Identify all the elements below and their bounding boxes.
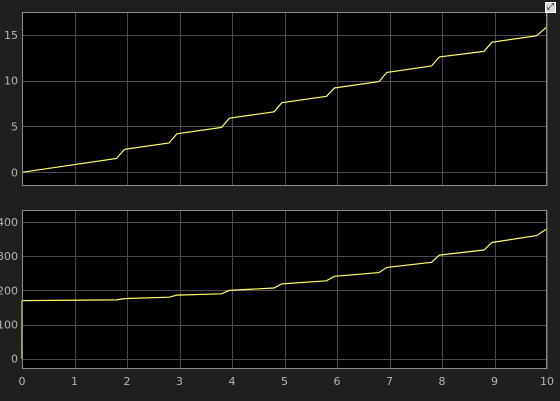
x-tick-label: 5 (281, 375, 288, 388)
axes-border (22, 12, 547, 186)
y-tick-label: 10 (4, 75, 18, 88)
y-tick-label: 400 (0, 216, 18, 229)
axes-panel-2: 0 100 200 300 400 0 1 2 3 4 5 6 7 8 9 10 (0, 210, 554, 388)
x-tick-label: 9 (491, 375, 498, 388)
y-tick-label: 300 (0, 250, 18, 263)
y-tick-label: 15 (4, 29, 18, 42)
axes-panel-1: 0 5 10 15 (4, 12, 548, 186)
restore-icon[interactable]: ⤢ (545, 2, 556, 13)
y-tick-label: 200 (0, 284, 18, 297)
y-tick-label: 100 (0, 319, 18, 332)
axes-border (22, 210, 547, 369)
y-tick-label: 5 (11, 120, 18, 133)
y-tick-label: 0 (11, 166, 18, 179)
x-tick-label: 10 (540, 375, 554, 388)
x-tick-label: 8 (439, 375, 446, 388)
x-tick-label: 7 (386, 375, 393, 388)
x-tick-label: 0 (19, 375, 26, 388)
x-tick-label: 4 (229, 375, 236, 388)
series-line-1 (21, 228, 548, 359)
axes-background (22, 210, 547, 369)
x-tick-label: 1 (71, 375, 78, 388)
x-tick-label: 3 (176, 375, 183, 388)
series-line-1 (21, 26, 548, 173)
axes-background (22, 12, 547, 186)
y-tick-label: 0 (11, 353, 18, 366)
x-tick-label: 2 (124, 375, 131, 388)
x-tick-label: 6 (334, 375, 341, 388)
